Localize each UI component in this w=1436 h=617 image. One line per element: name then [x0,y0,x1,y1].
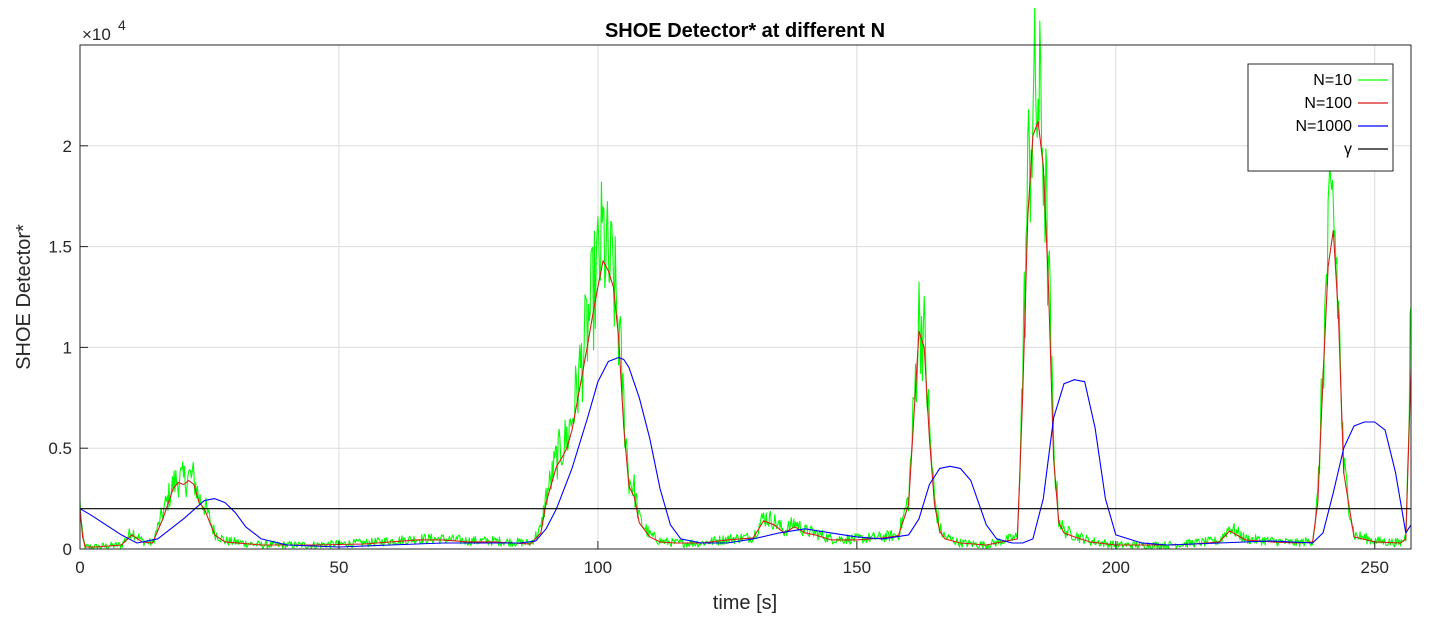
x-tick-label: 150 [843,558,871,577]
y-axis-label: SHOE Detector* [13,224,35,370]
x-tick-label: 250 [1361,558,1389,577]
chart-title: SHOE Detector* at different N [605,20,885,42]
y-exponent: ×10 4 [82,17,126,44]
y-tick-label: 2 [63,137,72,156]
legend-label: N=10 [1313,72,1352,89]
legend-label: N=1000 [1296,118,1353,135]
legend-box [1247,63,1394,172]
y-tick-label: 0.5 [48,439,72,458]
legend: N=10 N=100 N=1000 γ [1247,63,1394,172]
y-tick-label: 0 [63,540,72,559]
axes-box [79,44,1412,550]
legend-label: N=100 [1304,95,1352,112]
x-tick-label: 200 [1102,558,1130,577]
y-exponent-base: ×10 [82,25,111,44]
legend-label: γ [1344,141,1352,158]
x-tick-label: 50 [329,558,348,577]
series-line-2 [79,356,1412,548]
y-tick-label: 1.5 [48,238,72,257]
y-exponent-power: 4 [118,17,126,33]
ticks: 0 50 100 150 200 250 0 0.5 1 1.5 2 [48,137,1389,577]
series-layer [79,7,1412,550]
x-tick-label: 0 [75,558,84,577]
series-line-0 [79,7,1412,550]
x-tick-label: 100 [584,558,612,577]
x-axis-label: time [s] [713,592,777,614]
plot-area [80,45,1411,549]
y-tick-label: 1 [63,338,72,357]
